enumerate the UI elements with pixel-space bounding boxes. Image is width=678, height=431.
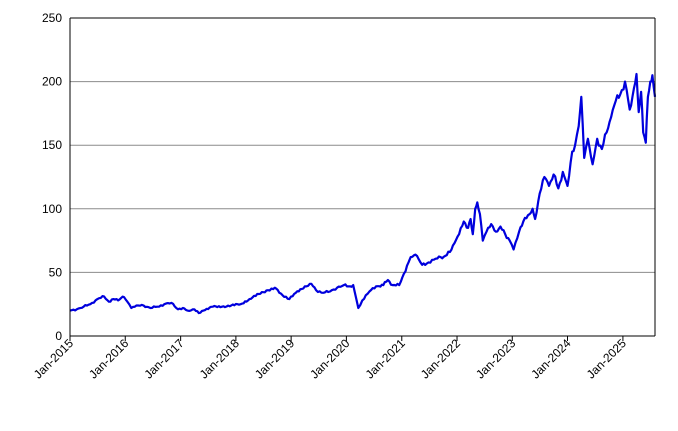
x-tick-label: Jan-2022: [418, 336, 464, 382]
x-tick-label: Jan-2019: [252, 336, 298, 382]
x-tick-label: Jan-2017: [141, 336, 187, 382]
x-tick-label: Jan-2024: [528, 336, 574, 382]
x-tick-label: Jan-2016: [86, 336, 132, 382]
x-tick-label: Jan-2025: [584, 336, 630, 382]
plot-frame: [69, 17, 656, 337]
series-group: [69, 72, 657, 315]
x-tick-label: Jan-2015: [31, 336, 77, 382]
x-tick-label: Jan-2018: [197, 336, 243, 382]
y-axis-tick-labels: 0 50 100 150 200 250: [42, 11, 62, 343]
y-tick-label: 200: [42, 75, 62, 89]
x-tick-label: Jan-2021: [363, 336, 409, 382]
x-tick-label: Jan-2020: [307, 336, 353, 382]
y-tick-label: 50: [49, 265, 63, 279]
x-tick-label: Jan-2023: [473, 336, 519, 382]
y-tick-label: 0: [55, 329, 62, 343]
y-tick-label: 250: [42, 11, 62, 25]
x-axis-tick-labels: Jan-2015 Jan-2016 Jan-2017 Jan-2018 Jan-2019…: [31, 336, 629, 382]
y-tick-label: 150: [42, 138, 62, 152]
y-tick-label: 100: [42, 202, 62, 216]
gridlines: [70, 17, 655, 273]
series-line: [69, 72, 657, 315]
